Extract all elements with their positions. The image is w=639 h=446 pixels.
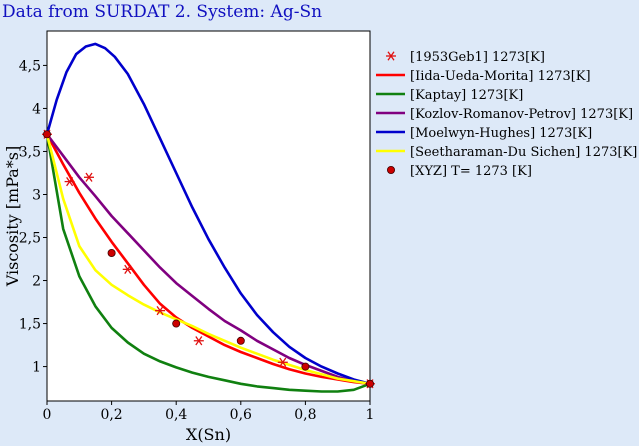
legend-label: [1953Geb1] 1273[K] bbox=[410, 50, 545, 65]
x-tick-label: 0,2 bbox=[100, 407, 122, 423]
series-6-point bbox=[107, 248, 116, 257]
y-tick-label: 2,5 bbox=[19, 231, 41, 247]
x-tick-label: 0,4 bbox=[165, 407, 187, 423]
series-6-point bbox=[43, 130, 52, 139]
plot-area bbox=[46, 30, 371, 402]
series-6-point bbox=[172, 319, 181, 328]
series-3-line bbox=[45, 133, 371, 386]
asterisk-stroke bbox=[124, 264, 132, 274]
x-axis-label: X(Sn) bbox=[186, 425, 231, 444]
legend-item: [XYZ] T= 1273 [K] bbox=[386, 164, 532, 179]
y-tick-label: 3 bbox=[32, 187, 41, 203]
y-tick-label: 1 bbox=[32, 360, 41, 376]
series-6-points bbox=[43, 130, 374, 388]
asterisk-stroke bbox=[279, 357, 287, 367]
legend-item: [Seetharaman-Du Sichen] 1273[K] bbox=[376, 145, 637, 160]
legend-item: [Iida-Ueda-Morita] 1273[K] bbox=[376, 69, 591, 84]
series-6-point bbox=[365, 379, 374, 388]
x-tick-label: 0,6 bbox=[230, 407, 252, 423]
chart-title: Data from SURDAT 2. System: Ag-Sn bbox=[2, 2, 323, 22]
legend-label: [Moelwyn-Hughes] 1273[K] bbox=[410, 126, 592, 141]
series-0-point bbox=[83, 172, 94, 182]
series-0-point bbox=[277, 357, 288, 367]
legend-swatch bbox=[386, 51, 396, 61]
legend-label: [Kaptay] 1273[K] bbox=[410, 88, 523, 103]
legend-item: [Moelwyn-Hughes] 1273[K] bbox=[376, 126, 592, 141]
y-tick-label: 1,5 bbox=[19, 317, 41, 333]
asterisk-stroke bbox=[66, 176, 74, 187]
series-4-line bbox=[45, 42, 371, 386]
series-6-point bbox=[301, 362, 310, 371]
legend-label: [Seetharaman-Du Sichen] 1273[K] bbox=[410, 145, 637, 160]
series-5-line bbox=[45, 133, 371, 386]
series-0-point bbox=[64, 176, 75, 187]
y-tick-label: 4 bbox=[32, 101, 41, 117]
x-tick-label: 0,8 bbox=[294, 407, 316, 423]
series-6-point bbox=[236, 336, 245, 345]
series-2-line bbox=[45, 134, 371, 393]
asterisk-stroke bbox=[195, 336, 203, 346]
legend-item: [1953Geb1] 1273[K] bbox=[386, 50, 545, 65]
legend-label: [XYZ] T= 1273 [K] bbox=[410, 164, 532, 179]
y-tick-label: 4,5 bbox=[19, 58, 41, 74]
y-tick-label: 3,5 bbox=[19, 144, 41, 160]
y-axis-label: Viscosity [mPa*s] bbox=[3, 146, 22, 288]
legend-swatch bbox=[386, 165, 395, 174]
asterisk-stroke bbox=[156, 306, 164, 316]
x-tick-label: 0 bbox=[43, 407, 52, 423]
series-0-point bbox=[193, 336, 204, 346]
legend-item: [Kozlov-Romanov-Petrov] 1273[K] bbox=[376, 107, 633, 122]
series-0-point bbox=[122, 264, 133, 274]
legend-label: [Iida-Ueda-Morita] 1273[K] bbox=[410, 69, 591, 84]
series-1-line bbox=[45, 133, 371, 386]
y-tick-label: 2 bbox=[32, 274, 41, 290]
legend-label: [Kozlov-Romanov-Petrov] 1273[K] bbox=[410, 107, 633, 122]
asterisk-stroke bbox=[387, 51, 395, 61]
series-0-point bbox=[155, 306, 166, 316]
legend-item: [Kaptay] 1273[K] bbox=[376, 88, 523, 103]
x-tick-label: 1 bbox=[366, 407, 375, 423]
asterisk-stroke bbox=[85, 172, 93, 182]
